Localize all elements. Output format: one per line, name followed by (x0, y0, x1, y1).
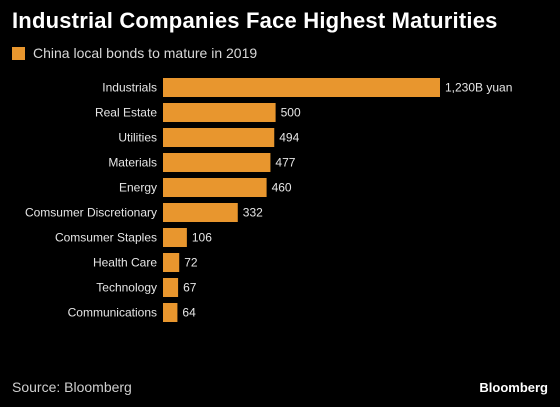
category-label: Communications (68, 306, 157, 320)
value-label: 72 (184, 256, 198, 270)
category-label: Health Care (93, 256, 157, 270)
value-label: 332 (243, 206, 263, 220)
value-label: 67 (183, 281, 197, 295)
category-label: Comsumer Staples (55, 231, 157, 245)
bar (163, 153, 271, 172)
category-label: Real Estate (95, 106, 157, 120)
category-label: Materials (108, 156, 157, 170)
category-label: Energy (119, 181, 157, 195)
value-label: 494 (279, 131, 299, 145)
bar (163, 128, 275, 147)
bar (163, 178, 267, 197)
category-label: Utilities (118, 131, 157, 145)
bar (163, 203, 238, 222)
legend-swatch (12, 46, 25, 60)
bar (163, 103, 276, 122)
bar (163, 78, 440, 97)
brand-logo: Bloomberg (479, 380, 548, 395)
value-label: 64 (182, 306, 196, 320)
bar (163, 253, 180, 272)
source-note: Source: Bloomberg (12, 379, 132, 395)
bar (163, 278, 179, 297)
bar (163, 228, 187, 247)
legend: China local bonds to mature in 2019 (12, 45, 257, 61)
chart-title: Industrial Companies Face Highest Maturi… (12, 8, 498, 33)
category-label: Comsumer Discretionary (25, 206, 157, 220)
legend-label: China local bonds to mature in 2019 (33, 45, 258, 61)
category-label: Technology (96, 281, 157, 295)
value-label: 477 (275, 156, 295, 170)
bar (163, 303, 178, 322)
value-label: 1,230B yuan (445, 81, 512, 95)
value-label: 500 (281, 106, 301, 120)
value-label: 106 (192, 231, 212, 245)
category-label: Industrials (102, 81, 157, 95)
value-label: 460 (272, 181, 292, 195)
